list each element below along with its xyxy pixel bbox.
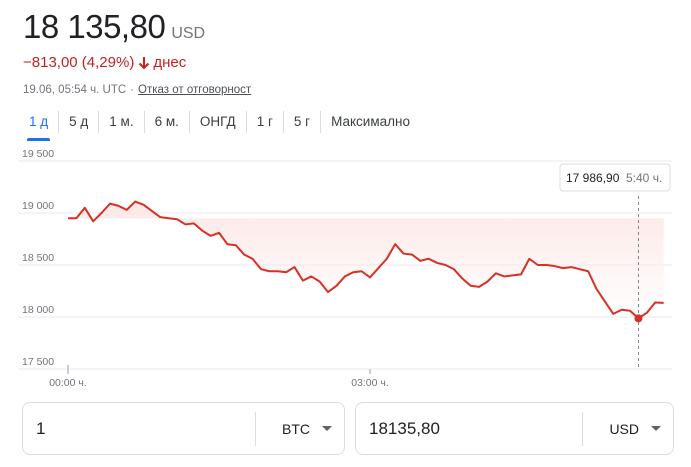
change-period: днес	[153, 54, 187, 71]
x-tick-label: 03:00 ч.	[351, 377, 389, 389]
tab-1d[interactable]: 1 д	[19, 108, 58, 141]
price-currency: USD	[171, 25, 206, 42]
meta-separator: ·	[130, 84, 135, 96]
current-price: 18 135,80	[23, 8, 166, 45]
caret-down-icon	[322, 426, 332, 431]
y-tick-label: 18 500	[22, 252, 54, 264]
tab-5y[interactable]: 5 г	[293, 114, 311, 129]
y-tick-label: 19 500	[22, 148, 54, 160]
tab-divider	[188, 111, 190, 133]
to-currency-label: USD	[609, 420, 639, 437]
disclaimer-link[interactable]: Отказ от отговорност	[138, 84, 252, 96]
tab-6m[interactable]: 6 м.	[154, 114, 179, 129]
tooltip-time: 5:40 ч.	[626, 171, 662, 185]
converter-divider	[582, 411, 584, 446]
caret-down-icon	[651, 426, 661, 431]
converter-from: 1 BTC	[22, 402, 345, 455]
change-row: −813,00 (4,29%) днес	[23, 54, 186, 71]
y-tick-label: 19 000	[22, 200, 54, 212]
arrow-down-icon	[139, 56, 150, 69]
x-tick-label: 00:00 ч.	[49, 377, 87, 389]
price-row: 18 135,80 USD	[23, 8, 205, 46]
tab-max[interactable]: Максимално	[331, 114, 410, 129]
y-tick-label: 17 500	[22, 356, 54, 368]
from-currency-label: BTC	[282, 420, 310, 437]
tab-divider	[245, 111, 247, 133]
price-change: −813,00 (4,29%)	[23, 54, 135, 71]
tab-divider	[282, 111, 284, 133]
tab-1y[interactable]: 1 г	[256, 114, 273, 129]
area-fill	[68, 201, 664, 319]
price-chart[interactable]: 17 500 18 000 18 500 19 000 19 500 00:00 ч. 03…	[0, 148, 691, 393]
tab-5d[interactable]: 5 д	[69, 114, 89, 129]
tooltip-box	[559, 163, 671, 192]
range-tabs: 1 д 5 д 1 м. 6 м. ОНГД 1 г 5 г Максималн…	[19, 108, 420, 141]
converter-to: 18135,80 USD	[355, 402, 674, 455]
tab-divider	[58, 111, 60, 133]
from-amount-input[interactable]: 1	[36, 418, 46, 438]
to-currency-select[interactable]: USD	[583, 421, 673, 437]
price-line	[68, 200, 664, 320]
from-currency-select[interactable]: BTC	[256, 421, 344, 437]
tooltip: 17 986,90 5:40 ч.	[559, 163, 671, 192]
tab-1m[interactable]: 1 м.	[109, 114, 134, 129]
converter-divider	[255, 411, 256, 446]
tab-divider	[98, 111, 100, 133]
tooltip-value: 17 986,90	[566, 171, 620, 185]
meta-row: 19.06, 05:54 ч. UTC · Отказ от отговорност	[23, 84, 251, 96]
y-tick-label: 18 000	[22, 304, 54, 316]
to-amount-input[interactable]: 18135,80	[369, 418, 440, 438]
timestamp: 19.06, 05:54 ч. UTC	[23, 84, 127, 96]
tab-ytd[interactable]: ОНГД	[199, 114, 236, 129]
tab-divider	[320, 111, 322, 133]
tab-divider	[143, 111, 145, 133]
highlight-point	[634, 314, 643, 323]
